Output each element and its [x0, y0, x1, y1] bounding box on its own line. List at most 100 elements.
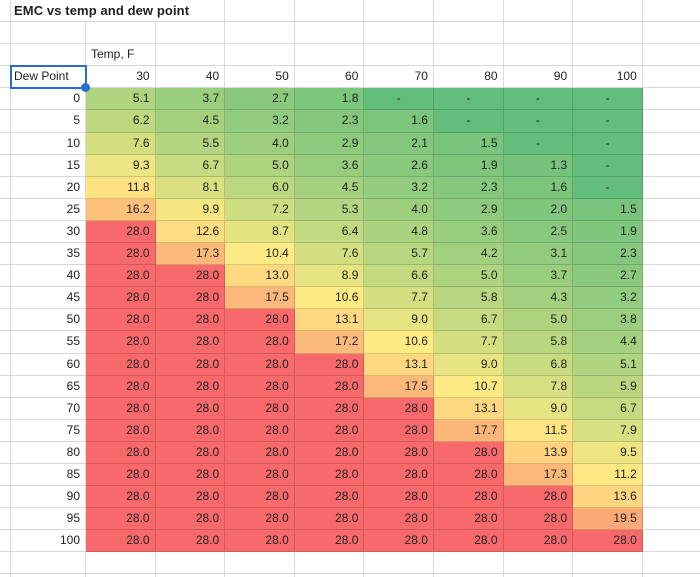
- empty-cell[interactable]: [642, 44, 700, 67]
- emc-value-cell[interactable]: 28.0: [294, 441, 365, 464]
- emc-value-cell[interactable]: 28.0: [433, 463, 504, 487]
- emc-value-cell[interactable]: 13.9: [503, 441, 574, 464]
- row-header-cell[interactable]: 65: [11, 375, 86, 398]
- empty-cell[interactable]: [155, 574, 226, 577]
- emc-value-cell[interactable]: 6.0: [225, 176, 295, 199]
- emc-value-cell[interactable]: 5.0: [225, 154, 295, 177]
- emc-value-cell[interactable]: 17.3: [503, 463, 574, 487]
- empty-cell[interactable]: [503, 574, 574, 577]
- col-header-cell[interactable]: 30: [86, 66, 156, 89]
- emc-value-cell[interactable]: 3.8: [573, 309, 643, 332]
- row-header-cell[interactable]: 50: [11, 309, 86, 332]
- emc-value-cell[interactable]: 28.0: [155, 287, 226, 310]
- emc-value-cell[interactable]: 28.0: [86, 353, 156, 376]
- empty-cell[interactable]: [642, 552, 700, 575]
- row-header-cell[interactable]: 90: [11, 486, 86, 509]
- emc-value-cell[interactable]: 28.0: [225, 441, 295, 464]
- emc-value-cell[interactable]: 28.0: [155, 375, 226, 398]
- emc-value-cell[interactable]: 28.0: [294, 397, 365, 420]
- empty-cell[interactable]: [573, 44, 643, 67]
- emc-value-cell[interactable]: -: [573, 110, 643, 133]
- emc-value-cell[interactable]: 7.6: [86, 132, 156, 155]
- empty-cell[interactable]: [642, 220, 700, 244]
- empty-cell[interactable]: [573, 574, 643, 577]
- emc-value-cell[interactable]: -: [433, 110, 504, 133]
- dew-point-header-cell-selected[interactable]: Dew Point: [10, 65, 90, 93]
- emc-value-cell[interactable]: 28.0: [86, 419, 156, 442]
- empty-cell[interactable]: [225, 552, 295, 575]
- emc-value-cell[interactable]: 9.5: [573, 441, 643, 464]
- emc-value-cell[interactable]: 10.4: [225, 243, 295, 266]
- empty-cell[interactable]: [642, 176, 700, 199]
- sheet-title-cell[interactable]: EMC vs temp and dew point: [11, 0, 226, 23]
- emc-value-cell[interactable]: 2.3: [433, 176, 504, 199]
- empty-cell[interactable]: [0, 132, 11, 155]
- emc-value-cell[interactable]: 17.2: [294, 331, 365, 354]
- empty-cell[interactable]: [155, 44, 226, 67]
- emc-value-cell[interactable]: 28.0: [225, 331, 295, 354]
- empty-cell[interactable]: [0, 486, 11, 509]
- emc-value-cell[interactable]: 28.0: [225, 309, 295, 332]
- emc-value-cell[interactable]: 7.6: [294, 243, 365, 266]
- emc-value-cell[interactable]: 10.6: [294, 287, 365, 310]
- emc-value-cell[interactable]: 28.0: [364, 508, 434, 531]
- emc-value-cell[interactable]: 11.2: [573, 463, 643, 487]
- empty-cell[interactable]: [642, 110, 700, 133]
- row-header-cell[interactable]: 100: [11, 530, 86, 553]
- emc-value-cell[interactable]: 5.9: [573, 375, 643, 398]
- emc-value-cell[interactable]: 1.6: [364, 110, 434, 133]
- empty-cell[interactable]: [364, 552, 434, 575]
- emc-value-cell[interactable]: 1.9: [433, 154, 504, 177]
- emc-value-cell[interactable]: 4.5: [155, 110, 226, 133]
- empty-cell[interactable]: [433, 0, 504, 23]
- emc-value-cell[interactable]: 28.0: [433, 508, 504, 531]
- emc-value-cell[interactable]: 3.2: [225, 110, 295, 133]
- emc-value-cell[interactable]: -: [573, 176, 643, 199]
- empty-cell[interactable]: [0, 353, 11, 376]
- emc-value-cell[interactable]: 1.5: [433, 132, 504, 155]
- empty-cell[interactable]: [0, 309, 11, 332]
- row-header-cell[interactable]: 70: [11, 397, 86, 420]
- col-header-cell[interactable]: 90: [503, 66, 574, 89]
- empty-cell[interactable]: [0, 22, 11, 45]
- emc-value-cell[interactable]: 28.0: [155, 419, 226, 442]
- row-header-cell[interactable]: 55: [11, 331, 86, 354]
- emc-value-cell[interactable]: 28.0: [225, 397, 295, 420]
- empty-cell[interactable]: [642, 353, 700, 376]
- empty-cell[interactable]: [0, 265, 11, 288]
- emc-value-cell[interactable]: 19.5: [573, 508, 643, 531]
- empty-cell[interactable]: [642, 375, 700, 398]
- empty-cell[interactable]: [294, 0, 365, 23]
- empty-cell[interactable]: [642, 88, 700, 111]
- emc-value-cell[interactable]: 28.0: [86, 309, 156, 332]
- emc-value-cell[interactable]: 9.3: [86, 154, 156, 177]
- emc-value-cell[interactable]: 28.0: [503, 508, 574, 531]
- emc-value-cell[interactable]: 12.6: [155, 220, 226, 244]
- emc-value-cell[interactable]: 28.0: [294, 508, 365, 531]
- emc-value-cell[interactable]: 3.2: [364, 176, 434, 199]
- col-header-cell[interactable]: 60: [294, 66, 365, 89]
- empty-cell[interactable]: [0, 397, 11, 420]
- empty-cell[interactable]: [573, 552, 643, 575]
- emc-value-cell[interactable]: 13.1: [433, 397, 504, 420]
- emc-value-cell[interactable]: 28.0: [86, 463, 156, 487]
- row-header-cell[interactable]: 60: [11, 353, 86, 376]
- emc-value-cell[interactable]: 1.9: [573, 220, 643, 244]
- emc-value-cell[interactable]: 28.0: [225, 530, 295, 553]
- row-header-cell[interactable]: 10: [11, 132, 86, 155]
- emc-value-cell[interactable]: 28.0: [294, 530, 365, 553]
- emc-value-cell[interactable]: 7.7: [364, 287, 434, 310]
- emc-value-cell[interactable]: 28.0: [155, 441, 226, 464]
- empty-cell[interactable]: [0, 198, 11, 221]
- emc-value-cell[interactable]: 17.5: [225, 287, 295, 310]
- empty-cell[interactable]: [225, 44, 295, 67]
- emc-value-cell[interactable]: 28.0: [294, 419, 365, 442]
- emc-value-cell[interactable]: 4.4: [573, 331, 643, 354]
- emc-value-cell[interactable]: 7.2: [225, 198, 295, 221]
- emc-value-cell[interactable]: 4.0: [364, 198, 434, 221]
- emc-value-cell[interactable]: 28.0: [503, 530, 574, 553]
- emc-value-cell[interactable]: 28.0: [155, 530, 226, 553]
- row-header-cell[interactable]: 95: [11, 508, 86, 531]
- emc-value-cell[interactable]: 2.3: [573, 243, 643, 266]
- emc-value-cell[interactable]: 28.0: [86, 397, 156, 420]
